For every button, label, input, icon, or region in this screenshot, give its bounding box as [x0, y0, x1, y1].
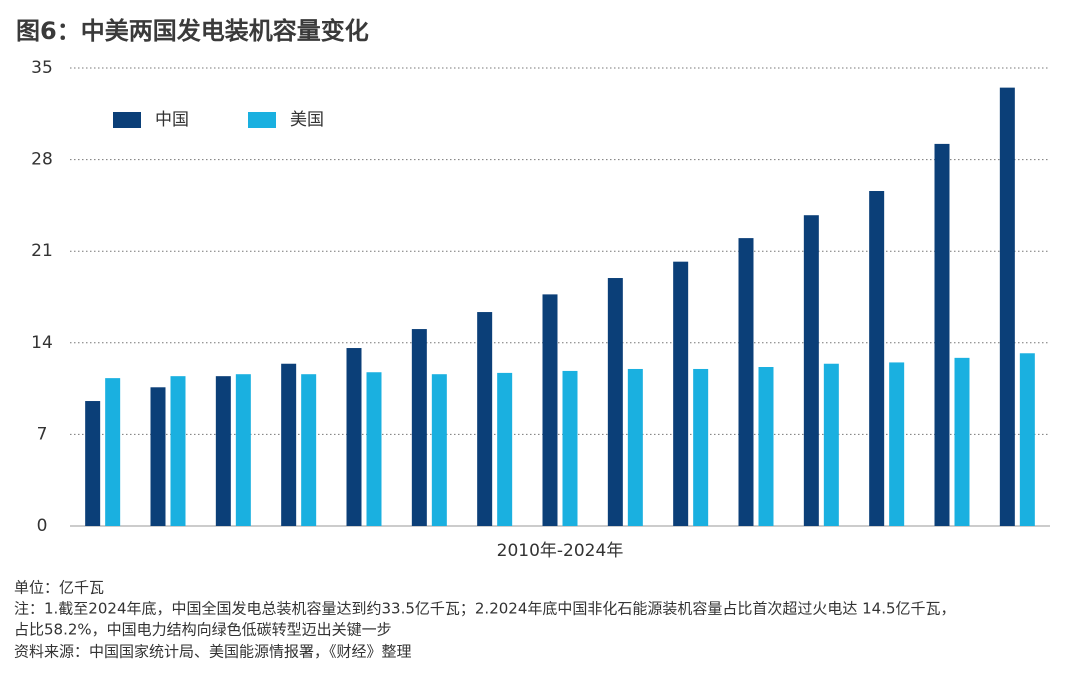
- bar: [301, 374, 317, 526]
- y-tick-label: 14: [31, 333, 53, 353]
- legend-swatch: [248, 112, 276, 128]
- bar: [673, 261, 689, 526]
- bar: [497, 372, 513, 526]
- bar: [627, 368, 643, 526]
- bar: [150, 387, 166, 526]
- bar: [934, 143, 950, 526]
- y-tick-label: 7: [37, 424, 48, 444]
- bar: [693, 368, 709, 526]
- bar: [889, 362, 905, 526]
- note-line: 占比58.2%，中国电力结构向绿色低碳转型迈出关键一步: [14, 621, 392, 639]
- bar: [562, 370, 578, 526]
- y-tick-label: 28: [31, 150, 53, 170]
- bar: [235, 374, 251, 526]
- unit-note: 单位：亿千瓦: [14, 579, 104, 597]
- bar: [542, 294, 558, 526]
- bar: [738, 238, 754, 526]
- bar: [366, 372, 382, 526]
- legend-label: 中国: [155, 110, 189, 130]
- bar: [85, 401, 101, 526]
- bar: [758, 367, 774, 526]
- bar: [215, 376, 231, 526]
- bar: [281, 363, 297, 526]
- bar: [803, 215, 819, 526]
- legend-swatch: [113, 112, 141, 128]
- bar: [346, 348, 362, 526]
- y-tick-label: 35: [31, 58, 53, 78]
- bar: [477, 312, 493, 526]
- source-note: 资料来源：中国国家统计局、美国能源情报署，《财经》整理: [14, 643, 412, 661]
- bar: [411, 329, 427, 526]
- bar: [999, 87, 1015, 526]
- bar: [823, 363, 839, 526]
- bar: [105, 378, 121, 526]
- bar: [869, 191, 885, 526]
- x-axis-label: 2010年-2024年: [497, 541, 624, 561]
- y-tick-label: 0: [37, 516, 48, 536]
- chart-title: 图6：中美两国发电装机容量变化: [16, 17, 369, 45]
- legend-label: 美国: [290, 110, 324, 130]
- note-line: 注：1.截至2024年底，中国全国发电总装机容量达到约33.5亿千瓦；2.202…: [14, 600, 956, 618]
- bar: [607, 278, 623, 526]
- y-tick-label: 21: [31, 241, 53, 261]
- bar: [954, 357, 970, 526]
- bar: [170, 376, 186, 526]
- bar: [1019, 353, 1035, 526]
- bar: [431, 374, 447, 526]
